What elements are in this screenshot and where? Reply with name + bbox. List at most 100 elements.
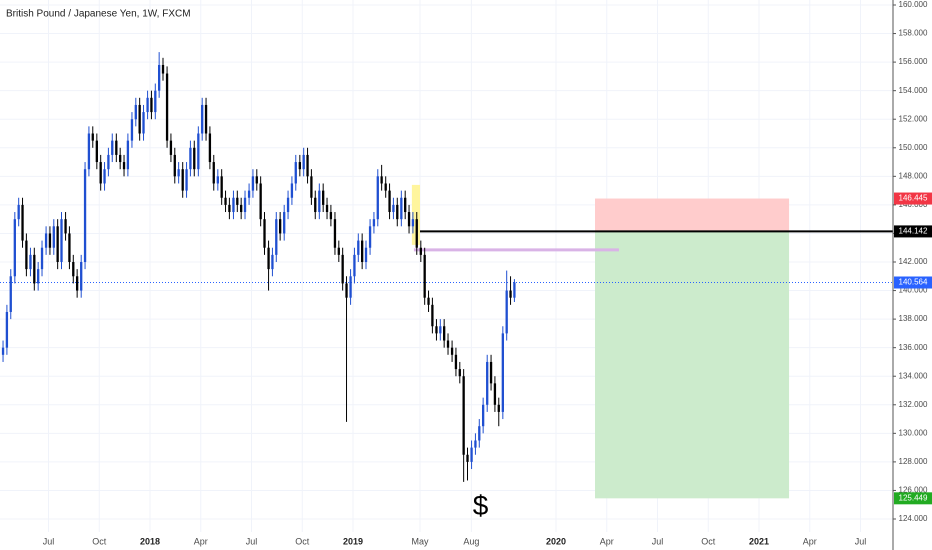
candle-body	[193, 147, 196, 170]
candle-body	[388, 190, 391, 213]
candle-body	[130, 119, 134, 141]
candle-body	[212, 162, 215, 184]
y-tick-label: 124.000	[899, 514, 928, 523]
y-tick-label: 136.000	[899, 343, 928, 352]
candle-body	[25, 240, 28, 270]
candle-body	[169, 140, 173, 155]
candle-body	[68, 233, 71, 263]
candle-body	[29, 254, 32, 270]
candle-body	[80, 262, 83, 291]
candle-body	[1, 347, 5, 355]
candle-body	[275, 219, 278, 255]
candle-body	[486, 361, 489, 405]
candle-body	[177, 169, 180, 177]
candle-body	[302, 154, 305, 170]
candle-body	[474, 440, 477, 448]
candle-body	[404, 197, 407, 213]
x-tick-label: Apr	[803, 536, 817, 546]
candle-body	[154, 90, 157, 113]
candle-body	[415, 219, 418, 248]
x-tick-label: Jul	[855, 536, 867, 546]
x-tick-label: Oct	[295, 536, 310, 546]
candle-body	[48, 233, 52, 248]
candle-body	[306, 154, 309, 177]
candle-body	[216, 176, 219, 184]
time-axis-bg	[0, 532, 932, 550]
candle-body	[372, 219, 376, 227]
candle-body	[161, 64, 165, 74]
x-tick-label: 2021	[749, 536, 769, 546]
candle-body	[310, 176, 313, 198]
candle-body	[13, 219, 16, 277]
candle-body	[407, 212, 411, 227]
candle-body	[181, 169, 184, 191]
candle-body	[40, 247, 44, 270]
y-tick-label: 130.000	[899, 428, 928, 437]
x-tick-label: Oct	[701, 536, 716, 546]
candle-body	[267, 247, 270, 270]
candle-body	[298, 162, 301, 170]
chart-title: British Pound / Japanese Yen, 1W, FXCM	[6, 9, 191, 20]
candle-body	[439, 326, 442, 334]
candle-body	[228, 204, 231, 213]
candle-body	[278, 219, 282, 234]
candle-body	[454, 354, 458, 370]
x-tick-label: May	[412, 536, 430, 546]
annotation: $	[473, 490, 489, 521]
price-tag	[894, 192, 932, 205]
candle-body	[232, 197, 235, 213]
candle-body	[33, 254, 36, 284]
y-tick-label: 128.000	[899, 457, 928, 466]
candle-body	[64, 219, 67, 234]
candle-body	[201, 104, 204, 134]
candle-body	[286, 197, 290, 213]
candle-body	[493, 383, 497, 405]
price-tag	[894, 276, 932, 289]
x-tick-label: Jul	[246, 536, 258, 546]
x-tick-label: Apr	[600, 536, 614, 546]
y-tick-label: 132.000	[899, 400, 928, 409]
candle-body	[501, 333, 504, 412]
candle-body	[443, 326, 446, 341]
candle-body	[368, 226, 372, 248]
candle-body	[427, 297, 430, 305]
candle-body	[450, 347, 454, 355]
candle-body	[44, 233, 48, 248]
candle-body	[224, 197, 227, 205]
candle-body	[197, 133, 200, 170]
highlight	[411, 184, 421, 245]
candle-body	[91, 133, 94, 141]
candle-body	[17, 204, 20, 220]
candle-body	[466, 454, 469, 462]
candle-body	[37, 269, 40, 284]
y-tick-label: 140.000	[899, 286, 928, 295]
candle-body	[185, 169, 188, 191]
candle-body	[157, 64, 161, 91]
price-tag-label: 146.445	[899, 194, 928, 203]
candle-body	[21, 204, 24, 241]
candle-body	[435, 326, 438, 334]
candle-body	[189, 147, 192, 170]
y-tick-label: 138.000	[899, 314, 928, 323]
candle-body	[384, 183, 387, 191]
candle-body	[322, 190, 325, 205]
candle-body	[458, 369, 461, 377]
candle-body	[360, 240, 364, 263]
x-tick-label: 2019	[343, 536, 363, 546]
candle-body	[337, 247, 340, 255]
candle-body	[95, 140, 98, 163]
y-tick-label: 126.000	[899, 486, 928, 495]
candle-body	[294, 162, 297, 184]
candle-body	[462, 376, 465, 455]
candle-body	[481, 404, 485, 427]
x-tick-label: 2018	[140, 536, 160, 546]
candle-body	[318, 190, 321, 213]
candle-body	[220, 176, 223, 198]
candle-body	[99, 162, 102, 184]
candle-body	[353, 254, 356, 277]
candle-body	[208, 133, 212, 163]
candle-body	[247, 190, 251, 198]
y-tick-label: 134.000	[899, 371, 928, 380]
